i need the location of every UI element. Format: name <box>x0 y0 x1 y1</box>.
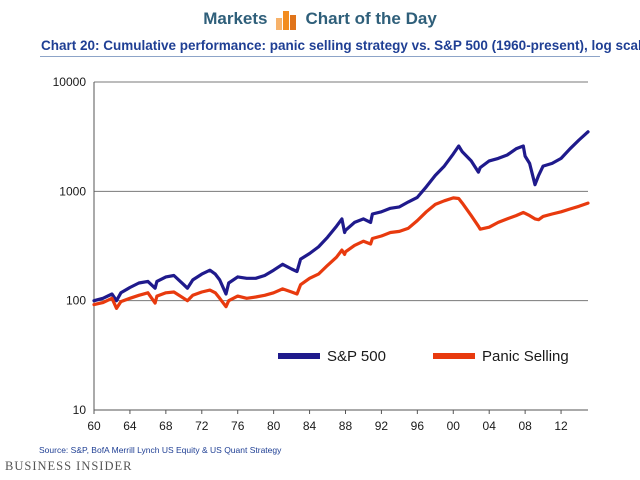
business-insider-logo: BUSINESS INSIDER <box>5 459 133 473</box>
bar-chart-icon <box>276 11 297 30</box>
tick-labels: 10 100 1000 10000 60 64 68 72 76 80 84 88 92 96 00 04 08… <box>53 75 568 433</box>
source-note: Source: S&P, BofA Merrill Lynch US Equit… <box>39 445 282 455</box>
x-tick-label: 96 <box>411 419 425 433</box>
x-tick-label: 08 <box>518 419 532 433</box>
x-tick-label: 12 <box>554 419 568 433</box>
y-tick-label: 100 <box>66 294 86 308</box>
chart-of-the-day-banner: Markets Chart of the Day <box>0 6 640 32</box>
y-tick-label: 10000 <box>53 75 87 89</box>
bar-chart-icon-bar <box>290 15 297 30</box>
y-tick-label: 1000 <box>59 184 86 198</box>
x-tick-label: 76 <box>231 419 245 433</box>
x-tick-label: 60 <box>87 419 101 433</box>
title-divider <box>40 56 600 57</box>
axes <box>93 82 588 414</box>
bar-chart-icon-bar <box>283 11 290 30</box>
x-tick-label: 00 <box>447 419 461 433</box>
x-tick-label: 88 <box>339 419 353 433</box>
x-tick-label: 72 <box>195 419 209 433</box>
chart-of-the-day-label: Chart of the Day <box>305 9 437 28</box>
x-tick-label: 92 <box>375 419 389 433</box>
legend-label: Panic Selling <box>482 348 569 365</box>
x-tick-label: 04 <box>483 419 497 433</box>
series-lines <box>92 130 590 310</box>
markets-label: Markets <box>203 9 268 28</box>
x-tick-label: 84 <box>303 419 317 433</box>
x-tick-label: 68 <box>159 419 173 433</box>
y-tick-label: 10 <box>73 403 87 417</box>
bar-chart-icon-bar <box>276 18 283 30</box>
chart-title: Chart 20: Cumulative performance: panic … <box>41 38 640 53</box>
series-line-sp500 <box>92 130 590 303</box>
legend-label: S&P 500 <box>327 348 386 365</box>
series-line-panic-selling <box>92 196 590 310</box>
x-tick-label: 80 <box>267 419 281 433</box>
x-tick-label: 64 <box>123 419 137 433</box>
legend: S&P 500 Panic Selling <box>278 348 569 365</box>
